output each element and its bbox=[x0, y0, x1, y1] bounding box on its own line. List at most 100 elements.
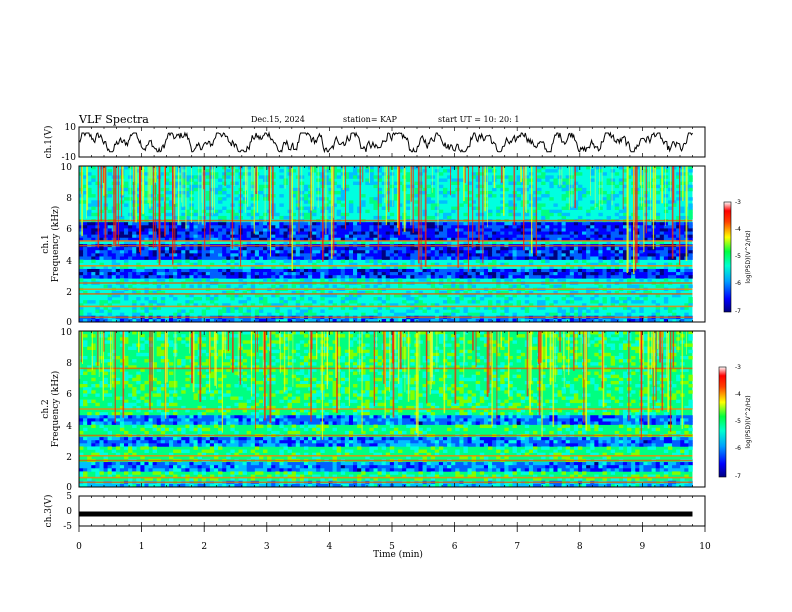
spectrogram-cell bbox=[573, 187, 579, 192]
spectrogram-cell bbox=[557, 352, 562, 357]
spectrogram-cell bbox=[508, 303, 513, 307]
spectrogram-cell bbox=[557, 272, 562, 276]
spectrogram-cell bbox=[312, 290, 317, 295]
spectrogram-cell bbox=[279, 169, 284, 173]
spectrogram-cell bbox=[283, 346, 288, 351]
spectrogram-cell bbox=[606, 278, 611, 282]
spectrogram-cell bbox=[213, 256, 219, 260]
spectrogram-cell bbox=[627, 222, 632, 226]
spectrogram-cell bbox=[148, 303, 153, 307]
spectrogram-cell bbox=[385, 187, 391, 192]
spectrogram-cell bbox=[655, 275, 661, 279]
spectrogram-cell bbox=[565, 222, 571, 226]
spectrogram-cell bbox=[91, 268, 96, 273]
spectrogram-cell bbox=[353, 225, 358, 229]
spectrogram-cell bbox=[618, 247, 624, 251]
spectrogram-cell bbox=[639, 237, 644, 242]
spectrogram-cell bbox=[557, 284, 562, 288]
spectrogram-sferic-streak bbox=[648, 166, 650, 192]
spectrogram-cell bbox=[532, 275, 538, 279]
spectrogram-cell bbox=[487, 303, 493, 307]
spectrogram-cell bbox=[128, 240, 133, 245]
spectrogram-cell bbox=[459, 178, 464, 182]
ch1-ytick-bottom: -10 bbox=[62, 153, 77, 163]
spectrogram-cell bbox=[250, 215, 256, 220]
spectrogram-cell bbox=[402, 256, 407, 260]
spectrogram-cell bbox=[316, 349, 321, 354]
spectrogram-sferic-streak bbox=[104, 166, 107, 240]
spectrogram-cell bbox=[258, 228, 264, 232]
chart-start-time: start UT = 10: 20: 1 bbox=[438, 115, 520, 124]
spectrogram-cell bbox=[549, 231, 554, 235]
spectrogram-cell bbox=[324, 318, 329, 323]
spectrogram-cell bbox=[99, 262, 104, 267]
spectrogram-cell bbox=[324, 334, 329, 338]
spectrogram-cell bbox=[590, 237, 595, 242]
spectrogram-cell bbox=[553, 181, 558, 186]
spectrogram-cell bbox=[79, 306, 84, 310]
spectrogram-cell bbox=[226, 209, 231, 214]
spectrogram-cell bbox=[197, 222, 202, 226]
spectrogram-cell bbox=[193, 343, 198, 347]
spectrogram-cell bbox=[148, 200, 153, 204]
spectrogram-cell bbox=[549, 184, 554, 189]
spectrogram-cell bbox=[271, 259, 276, 264]
spectrogram-cell bbox=[332, 268, 337, 273]
spectrogram-cell bbox=[614, 272, 620, 276]
spectrogram-cell bbox=[156, 275, 162, 279]
spectrogram-cell bbox=[213, 228, 219, 232]
spectrogram-cell bbox=[377, 253, 382, 257]
spectrogram-cell bbox=[569, 225, 575, 229]
spectrogram-cell bbox=[451, 318, 456, 323]
spectrogram-cell bbox=[283, 222, 288, 226]
spectrogram-cell bbox=[622, 303, 628, 307]
spectrogram-cell bbox=[438, 340, 444, 344]
spectrogram-cell bbox=[471, 175, 477, 179]
spectrogram-cell bbox=[189, 300, 194, 304]
spectrogram-cell bbox=[87, 272, 92, 276]
spectrogram-cell bbox=[87, 212, 92, 217]
spectrogram-cell bbox=[410, 262, 415, 267]
spectrogram-cell bbox=[577, 190, 583, 195]
spectrogram-cell bbox=[181, 222, 186, 226]
spectrogram-cell bbox=[156, 346, 162, 351]
spectrogram-cell bbox=[332, 278, 337, 282]
spectrogram-cell bbox=[475, 278, 481, 282]
spectrogram-cell bbox=[557, 278, 562, 282]
spectrogram-cell bbox=[79, 265, 84, 270]
spectrogram-cell bbox=[369, 181, 374, 186]
spectrogram-cell bbox=[393, 166, 399, 170]
spectrogram-cell bbox=[218, 349, 223, 354]
spectrogram-cell bbox=[434, 206, 440, 210]
spectrogram-cell bbox=[246, 172, 252, 176]
spectrogram-cell bbox=[479, 234, 485, 239]
spectrogram-cell bbox=[434, 318, 440, 323]
spectrogram-cell bbox=[594, 318, 599, 323]
spectrogram-cell bbox=[361, 247, 366, 251]
spectrogram-cell bbox=[406, 206, 411, 210]
spectrogram-cell bbox=[471, 250, 477, 254]
spectrogram-cell bbox=[213, 187, 219, 192]
spectrogram-cell bbox=[590, 256, 595, 260]
spectrogram-cell bbox=[340, 237, 346, 242]
spectrogram-cell bbox=[610, 331, 616, 335]
spectrogram-cell bbox=[553, 253, 558, 257]
spectrogram-cell bbox=[545, 225, 550, 229]
spectrogram-cell bbox=[324, 284, 329, 288]
spectrogram-cell bbox=[398, 166, 403, 170]
spectrogram-cell bbox=[545, 268, 550, 273]
spectrogram-cell bbox=[463, 250, 468, 254]
spectrogram-cell bbox=[430, 237, 436, 242]
spectrogram-cell bbox=[79, 303, 84, 307]
spectrogram-cell bbox=[312, 300, 317, 304]
spectrogram-cell bbox=[459, 250, 464, 254]
spectrogram-cell bbox=[545, 253, 550, 257]
spectrogram-cell bbox=[234, 293, 239, 298]
spectrogram-cell bbox=[201, 303, 207, 307]
spectrogram-cell bbox=[160, 278, 166, 282]
spectrogram-cell bbox=[443, 187, 448, 192]
spectrogram-cell bbox=[295, 290, 301, 295]
spectrogram-cell bbox=[181, 268, 186, 273]
spectrogram-cell bbox=[418, 340, 423, 344]
spectrogram-cell bbox=[418, 300, 423, 304]
